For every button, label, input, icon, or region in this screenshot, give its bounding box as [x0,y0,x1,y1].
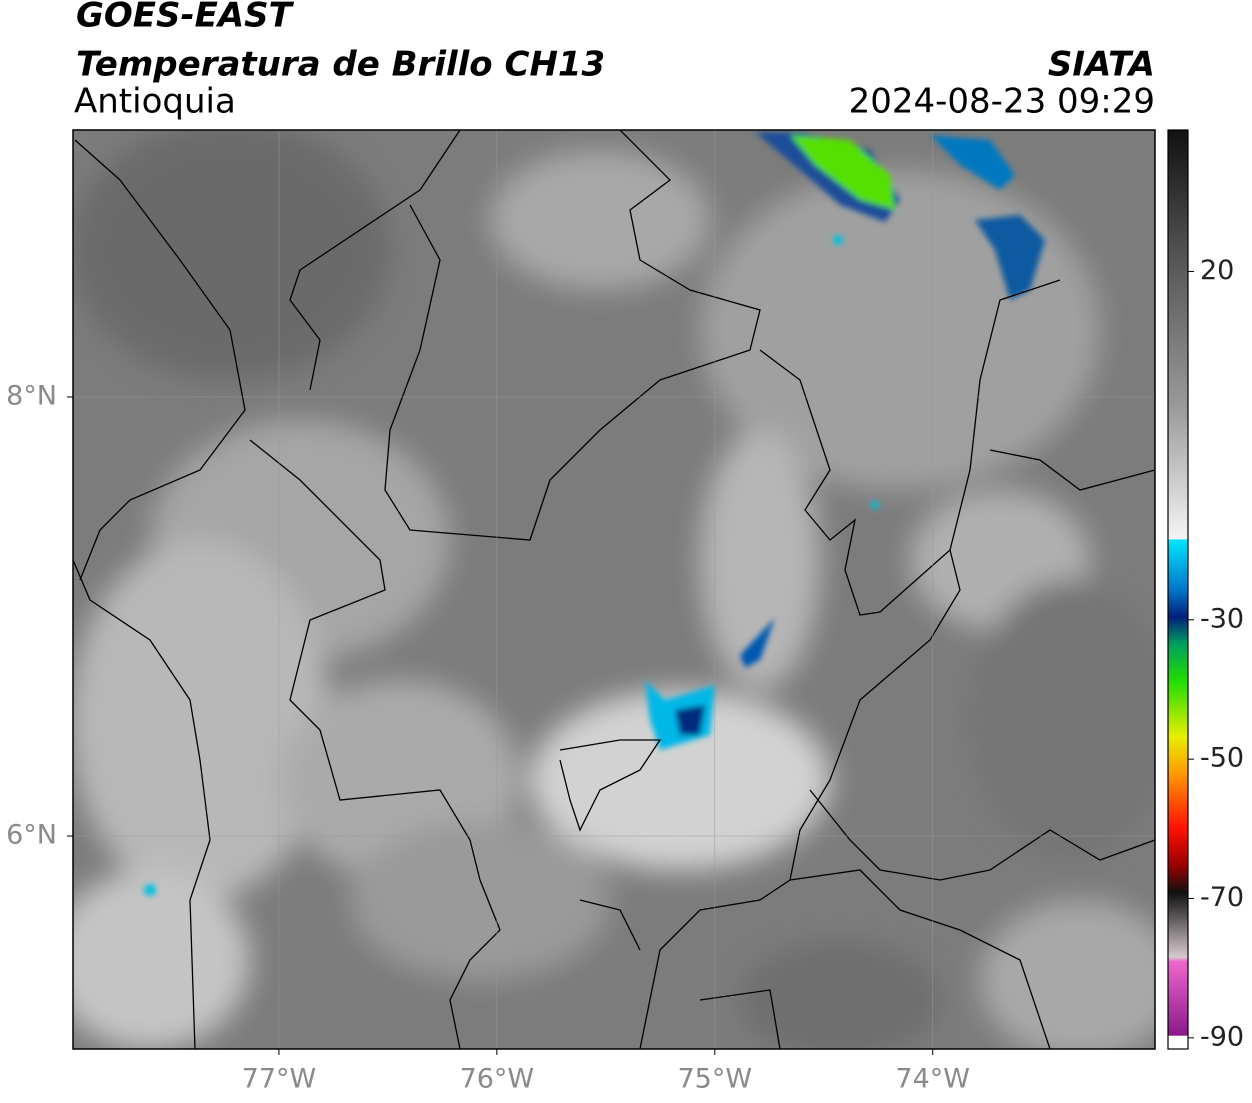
product: Temperatura de Brillo CH13 [76,45,605,85]
colorbar-tick-label: -70 [1200,882,1244,913]
satellite: GOES-EAST [76,0,295,36]
colorbar-tick-label: -30 [1200,603,1244,634]
y-tick-label: 6°N [6,820,57,851]
colorbar-tick-label: -50 [1200,743,1244,774]
agency: SIATA [1048,45,1155,85]
x-tick-label: 74°W [895,1064,970,1095]
region: Antioquia [74,82,236,122]
colorbar-tick-label: 20 [1200,255,1234,286]
colorbar [1167,129,1189,1050]
boundaries [73,130,1155,1049]
datetime: 2024-08-23 09:29 [849,82,1155,122]
map-image [73,130,1155,1049]
colorbar-tick-label: -90 [1200,1021,1244,1052]
map-frame [72,129,1156,1050]
y-tick-label: 8°N [6,380,57,411]
x-tick-label: 76°W [460,1064,535,1095]
x-tick-label: 75°W [678,1064,753,1095]
x-tick-label: 77°W [242,1064,317,1095]
grid [73,130,1155,1049]
